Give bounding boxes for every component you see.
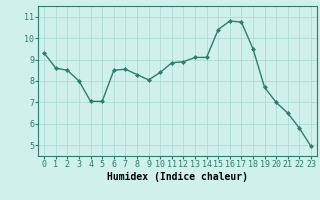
X-axis label: Humidex (Indice chaleur): Humidex (Indice chaleur) [107,172,248,182]
